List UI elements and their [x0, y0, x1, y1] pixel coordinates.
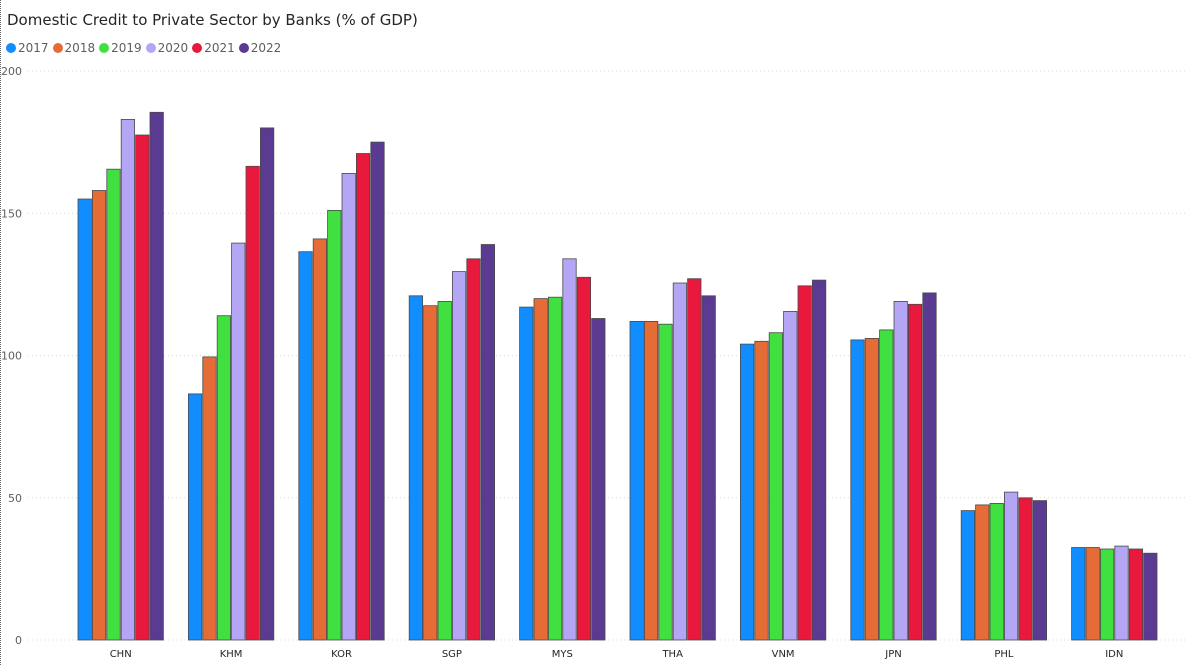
bar-CHN-2017[interactable] — [77, 198, 92, 641]
legend-label: 2019 — [111, 41, 142, 55]
y-tick-label: 150 — [1, 207, 22, 220]
bar-VNM-2019[interactable] — [768, 332, 784, 641]
bar-THA-2017[interactable] — [629, 320, 644, 641]
bar-KOR-2020[interactable] — [341, 172, 356, 641]
bar-MYS-2020[interactable] — [562, 258, 577, 641]
bar-IDN-2022[interactable] — [1143, 552, 1158, 641]
bar-PHL-2019[interactable] — [989, 502, 1004, 641]
bar-PHL-2020[interactable] — [1004, 491, 1019, 641]
bar-CHN-2022[interactable] — [149, 111, 164, 641]
bar-KOR-2021[interactable] — [355, 153, 371, 641]
bar-VNM-2018[interactable] — [754, 340, 769, 641]
x-tick-label: JPN — [884, 649, 901, 660]
x-tick-label: KHM — [220, 649, 243, 660]
bar-IDN-2017[interactable] — [1071, 547, 1086, 641]
bar-KHM-2017[interactable] — [187, 393, 203, 641]
bar-KOR-2019[interactable] — [327, 209, 342, 641]
y-tick-label: 0 — [15, 634, 22, 647]
bar-JPN-2022[interactable] — [922, 292, 937, 641]
x-tick-label: CHN — [110, 649, 132, 660]
legend-label: 2017 — [18, 41, 49, 55]
legend-dot-icon — [6, 43, 16, 53]
legend-item-2020[interactable]: 2020 — [145, 41, 189, 55]
chart-title: Domestic Credit to Private Sector by Ban… — [7, 11, 418, 29]
bar-JPN-2019[interactable] — [879, 329, 894, 641]
x-tick-label: MYS — [552, 649, 573, 660]
legend-dot-icon — [238, 43, 249, 53]
bar-KHM-2019[interactable] — [216, 315, 231, 641]
frame-left-border — [0, 0, 2, 665]
legend-dot-icon — [52, 43, 63, 53]
bar-MYS-2019[interactable] — [548, 296, 563, 641]
bar-THA-2021[interactable] — [687, 278, 702, 641]
bar-MYS-2017[interactable] — [519, 306, 534, 641]
bar-IDN-2019[interactable] — [1100, 548, 1115, 641]
bar-CHN-2018[interactable] — [92, 190, 107, 641]
x-tick-label: KOR — [331, 649, 352, 660]
bar-PHL-2017[interactable] — [960, 510, 976, 641]
legend-item-2022[interactable]: 2022 — [238, 41, 282, 55]
bar-VNM-2021[interactable] — [797, 285, 812, 641]
bar-IDN-2018[interactable] — [1085, 547, 1100, 641]
legend-dot-icon — [192, 43, 203, 53]
bar-KHM-2020[interactable] — [231, 242, 246, 641]
bar-KOR-2017[interactable] — [298, 251, 313, 641]
x-tick-label: SGP — [442, 649, 462, 660]
x-tick-label: THA — [661, 649, 683, 660]
legend-item-2017[interactable]: 2017 — [6, 41, 49, 55]
bar-MYS-2021[interactable] — [576, 276, 592, 641]
bar-VNM-2022[interactable] — [812, 279, 827, 641]
y-tick-label: 200 — [1, 65, 22, 78]
x-tick-label: VNM — [772, 649, 795, 660]
bar-THA-2020[interactable] — [672, 282, 688, 641]
x-tick-label: IDN — [1105, 649, 1123, 660]
bar-JPN-2020[interactable] — [893, 300, 908, 641]
legend-item-2019[interactable]: 2019 — [99, 41, 142, 55]
legend-item-2018[interactable]: 2018 — [52, 41, 96, 55]
bar-THA-2018[interactable] — [644, 320, 659, 641]
legend-label: 2021 — [204, 41, 235, 55]
bar-PHL-2021[interactable] — [1018, 497, 1033, 641]
bar-SGP-2019[interactable] — [437, 300, 452, 641]
bar-VNM-2020[interactable] — [783, 310, 798, 641]
bar-KHM-2022[interactable] — [259, 127, 275, 641]
legend-dot-icon — [99, 43, 110, 53]
bar-SGP-2018[interactable] — [423, 305, 438, 641]
x-tick-label: PHL — [994, 649, 1014, 660]
bar-THA-2022[interactable] — [701, 295, 716, 641]
bar-JPN-2017[interactable] — [850, 339, 865, 641]
bar-SGP-2022[interactable] — [480, 244, 496, 641]
bar-CHN-2020[interactable] — [120, 119, 135, 641]
bar-PHL-2022[interactable] — [1032, 500, 1047, 641]
y-tick-label: 50 — [8, 492, 22, 505]
bar-PHL-2018[interactable] — [975, 504, 990, 641]
legend[interactable]: 2017 2018 2019 2020 2021 2022 — [6, 41, 285, 55]
legend-label: 2022 — [250, 41, 282, 55]
bar-KHM-2018[interactable] — [202, 356, 217, 641]
legend-label: 2020 — [157, 41, 189, 55]
legend-label: 2018 — [64, 41, 96, 55]
bar-CHN-2021[interactable] — [135, 134, 150, 641]
bar-CHN-2019[interactable] — [106, 168, 121, 641]
bar-JPN-2021[interactable] — [908, 303, 923, 641]
bar-IDN-2020[interactable] — [1114, 545, 1129, 641]
bar-SGP-2021[interactable] — [466, 258, 481, 641]
bar-VNM-2017[interactable] — [740, 343, 755, 641]
legend-item-2021[interactable]: 2021 — [192, 41, 235, 55]
bar-THA-2019[interactable] — [658, 323, 673, 641]
legend-dot-icon — [145, 43, 156, 53]
bar-KOR-2022[interactable] — [370, 141, 385, 641]
bar-SGP-2020[interactable] — [451, 271, 467, 641]
bar-MYS-2022[interactable] — [591, 318, 606, 641]
bar-KHM-2021[interactable] — [245, 165, 260, 641]
bar-IDN-2021[interactable] — [1128, 548, 1143, 641]
bar-SGP-2017[interactable] — [408, 295, 424, 641]
bar-KOR-2018[interactable] — [312, 238, 328, 641]
y-tick-label: 100 — [1, 350, 22, 363]
bar-JPN-2018[interactable] — [864, 337, 880, 641]
bar-MYS-2018[interactable] — [533, 298, 548, 641]
